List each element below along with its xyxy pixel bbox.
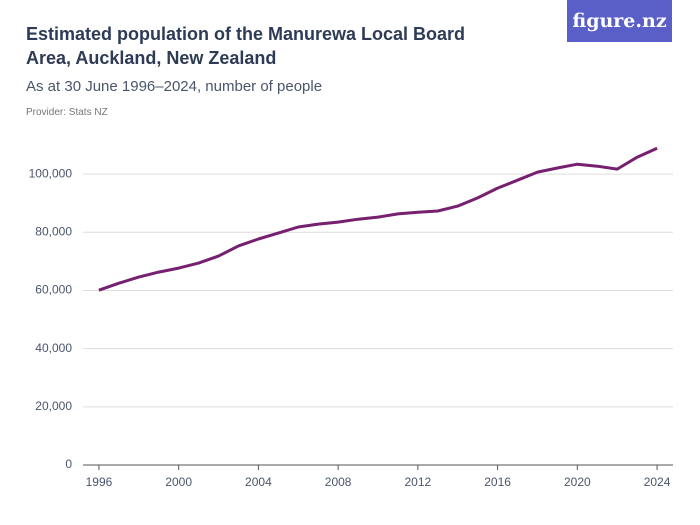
y-tick-label: 60,000 (35, 283, 72, 297)
x-tick-label: 2000 (165, 475, 192, 489)
x-tick-label: 1996 (86, 475, 113, 489)
x-tick-label: 2004 (245, 475, 272, 489)
data-line (98, 146, 658, 292)
x-tick-label: 2016 (484, 475, 511, 489)
chart-title: Estimated population of the Manurewa Loc… (26, 24, 466, 68)
provider: Provider: Stats NZ (26, 107, 108, 118)
logo[interactable]: figure.nz (567, 0, 672, 42)
x-tick-label: 2012 (405, 475, 432, 489)
y-tick-label: 0 (65, 457, 72, 471)
chart-subtitle: As at 30 June 1996–2024, number of peopl… (26, 78, 323, 95)
y-tick-label: 80,000 (35, 224, 72, 238)
x-tick-label: 2008 (325, 475, 352, 489)
y-tick-label: 40,000 (35, 341, 72, 355)
x-tick-label: 2020 (564, 475, 591, 489)
y-tick-label: 100,000 (29, 166, 73, 180)
y-tick-label: 20,000 (35, 399, 72, 413)
x-tick-label: 2024 (644, 475, 671, 489)
